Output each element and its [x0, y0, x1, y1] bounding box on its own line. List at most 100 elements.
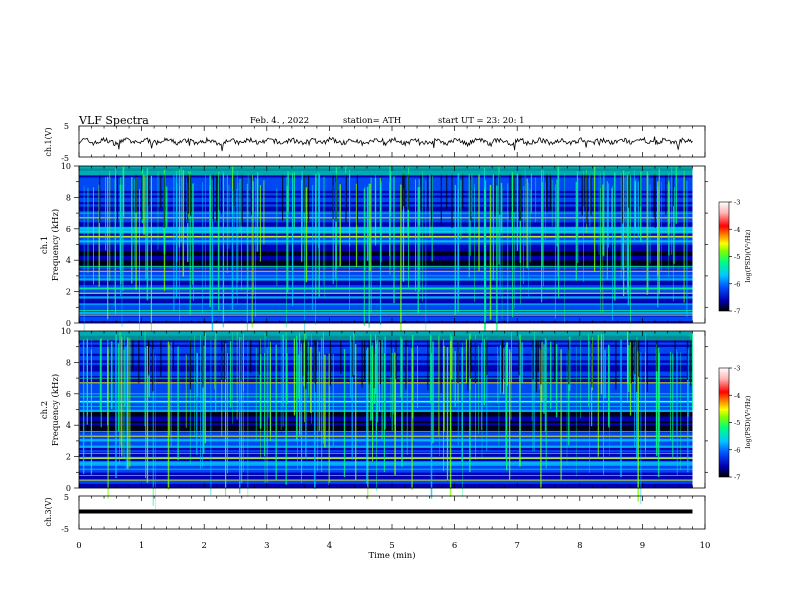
spec-band: [79, 179, 693, 182]
spec-band: [79, 201, 693, 205]
spec-band: [79, 470, 693, 473]
spec-band: [79, 175, 693, 178]
colorbar-2-gradient: [718, 367, 730, 478]
spec-ytick-label: 0: [66, 319, 71, 328]
spec-ytick-label: 2: [66, 288, 71, 297]
spec-band: [79, 186, 693, 189]
spec-band: [79, 271, 693, 274]
spec-band: [79, 307, 693, 310]
spec-band: [79, 195, 693, 198]
spec-band: [79, 244, 693, 247]
spec-band: [79, 318, 693, 321]
colorbar-tick-label: -3: [734, 199, 740, 207]
spec-band: [79, 204, 693, 207]
spec-band: [79, 284, 693, 288]
spec-band: [79, 472, 693, 475]
ch1-ylabel: ch.1(V): [44, 127, 53, 156]
x-axis-ticks: [78, 126, 706, 529]
spec-band: [79, 190, 693, 194]
spec-band: [79, 485, 693, 489]
x-tick-label: 9: [640, 541, 645, 551]
spec-band: [79, 253, 693, 256]
colorbar-tick-label: -7: [734, 308, 740, 316]
colorbar-tick-label: -3: [734, 365, 740, 373]
spec-band: [79, 264, 693, 268]
x-axis-label: Time (min): [368, 550, 415, 561]
spec-band: [79, 275, 693, 279]
spec-ytick-label: 10: [61, 162, 71, 171]
spec-band: [79, 278, 693, 281]
ch1-trace: [78, 136, 693, 152]
ch3-ytick-top: 5: [64, 493, 69, 502]
spec-top-strip: [79, 331, 693, 341]
spec-band: [79, 443, 693, 446]
ch3-ytick-bottom: -5: [61, 525, 69, 534]
ch2-spec-ylabel-channel: ch.2: [40, 401, 50, 419]
x-tick-label: 6: [452, 541, 457, 551]
x-tick-label: 5: [389, 541, 394, 551]
spec-band: [79, 282, 693, 286]
date-label: Feb. 4. , 2022: [250, 116, 309, 126]
spec-band: [79, 483, 693, 486]
spec-band: [79, 177, 693, 180]
ch3-ylabel: ch.3(V): [44, 497, 53, 526]
spec-band: [79, 320, 693, 324]
colorbar-1-gradient: [718, 201, 730, 312]
colorbar-tick-label: -7: [734, 474, 740, 482]
spec-band: [79, 233, 693, 236]
spec-band: [79, 436, 693, 439]
spec-band: [79, 251, 693, 254]
x-tick-label: 10: [700, 541, 711, 551]
colorbar-tick-label: -4: [734, 392, 740, 400]
spec-band: [79, 440, 693, 444]
x-tick-label: 4: [327, 541, 332, 551]
x-tick-label: 7: [514, 541, 519, 551]
spec-band: [79, 262, 693, 265]
spec-band: [79, 242, 693, 245]
ch1-spectrogram-image: [78, 166, 693, 346]
x-tick-label: 2: [201, 541, 206, 551]
spec-band: [79, 266, 693, 270]
spec-band: [79, 258, 693, 261]
spec-band: [79, 192, 693, 196]
x-tick-label: 3: [264, 541, 269, 551]
colorbar-tick-label: -5: [734, 253, 740, 261]
spec-band: [79, 181, 693, 185]
spec-ytick-label: 8: [66, 358, 71, 367]
spec-top-strip: [79, 166, 693, 176]
ch1-spec-ylabel-channel: ch.1: [40, 236, 50, 254]
spec-ytick-label: 8: [66, 193, 71, 202]
spec-band: [79, 438, 693, 442]
spec-band: [79, 197, 693, 200]
spec-band: [79, 447, 693, 451]
ch1-waveform-panel: 5 -5 ch.1(V): [44, 122, 706, 163]
spec-band: [79, 224, 693, 227]
spec-ytick-label: 10: [61, 327, 71, 336]
colorbar-1-label: log(PSD)(V²/Hz): [744, 229, 752, 282]
x-tick-label: 8: [577, 541, 582, 551]
spec-band: [79, 465, 693, 469]
spec-band: [79, 458, 693, 462]
ch1-spec-ylabel-freq: Frequency (kHz): [50, 209, 61, 281]
colorbar-tick-label: -5: [734, 419, 740, 427]
spec-band: [79, 237, 693, 241]
spec-band: [79, 476, 693, 480]
spec-band: [79, 300, 693, 304]
spec-band: [79, 246, 693, 250]
spec-band: [79, 215, 693, 218]
ch2-spec-ylabel-freq: Frequency (kHz): [50, 374, 61, 446]
colorbar-tick-label: -6: [734, 280, 740, 288]
spec-band: [79, 296, 693, 299]
spec-band: [79, 434, 693, 437]
ch2-spectrogram-image: [79, 331, 693, 510]
spec-band: [79, 226, 693, 230]
spec-band: [79, 445, 693, 448]
x-tick-label: 0: [76, 541, 81, 551]
spec-band: [79, 206, 693, 209]
ch1-spectrogram-panel: 0 2 4 6 8 10 ch.1 Frequency (kHz): [40, 162, 708, 346]
spec-band: [79, 255, 693, 259]
colorbar-2: -3 -4 -5 -6 -7 log(PSD)(V²/Hz): [718, 365, 752, 482]
spec-ytick-label: 6: [66, 225, 71, 234]
spec-ytick-label: 4: [66, 421, 71, 430]
